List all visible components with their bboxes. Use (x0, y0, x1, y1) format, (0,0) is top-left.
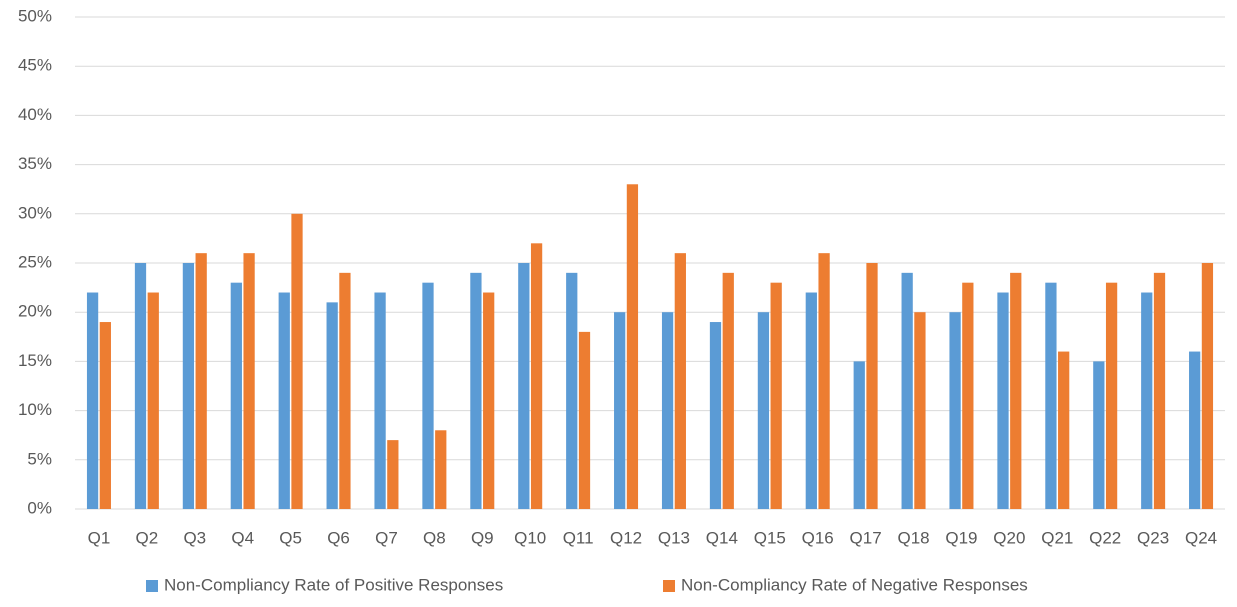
x-tick-label: Q11 (563, 528, 594, 547)
x-tick-label: Q7 (375, 528, 398, 547)
bar (866, 263, 878, 509)
y-tick-label: 15% (18, 351, 52, 370)
bar (805, 292, 817, 509)
bar (230, 282, 242, 509)
bar (243, 253, 255, 509)
x-tick-label: Q17 (850, 528, 882, 547)
x-tick-label: Q10 (514, 528, 546, 547)
bar (86, 292, 99, 509)
bar (278, 292, 290, 509)
bar (626, 184, 639, 509)
x-tick-label: Q6 (327, 528, 350, 547)
bar (818, 253, 830, 509)
x-tick-label: Q23 (1137, 528, 1169, 547)
x-tick-label: Q9 (471, 528, 494, 547)
x-tick-label: Q19 (945, 528, 977, 547)
legend-label: Non-Compliancy Rate of Positive Response… (164, 575, 503, 594)
bar (709, 322, 722, 509)
bar (770, 282, 782, 509)
x-tick-label: Q2 (136, 528, 159, 547)
x-tick-label: Q5 (279, 528, 302, 547)
bar (578, 331, 591, 509)
bar (614, 312, 626, 509)
bar (387, 440, 399, 509)
bar (949, 312, 961, 509)
bar (1201, 263, 1214, 509)
x-tick-label: Q1 (88, 528, 111, 547)
x-tick-label: Q14 (706, 528, 738, 547)
bar (1045, 282, 1057, 509)
legend-label: Non-Compliancy Rate of Negative Response… (681, 575, 1028, 594)
x-tick-label: Q20 (993, 528, 1025, 547)
bar (339, 272, 351, 509)
bar (195, 253, 207, 509)
bar (1141, 292, 1153, 509)
bar (470, 272, 482, 509)
bar (147, 292, 159, 509)
x-tick-label: Q16 (802, 528, 834, 547)
bar (435, 430, 447, 509)
x-tick-label: Q12 (610, 528, 642, 547)
bar (1105, 282, 1118, 509)
bar (722, 272, 734, 509)
y-tick-label: 40% (18, 105, 52, 124)
x-tick-label: Q3 (183, 528, 206, 547)
bar (1153, 272, 1166, 509)
y-tick-label: 20% (18, 302, 52, 321)
bar (661, 312, 674, 509)
bar (291, 213, 303, 510)
bar (530, 243, 543, 509)
bar (374, 292, 386, 509)
x-tick-label: Q15 (754, 528, 786, 547)
bar (483, 292, 495, 509)
bar (1189, 351, 1201, 509)
y-tick-label: 25% (18, 252, 52, 271)
bar (914, 312, 926, 509)
bar (997, 292, 1009, 509)
bar (134, 263, 147, 509)
x-tick-label: Q24 (1185, 528, 1217, 547)
legend-swatch (146, 580, 158, 592)
y-tick-label: 30% (18, 203, 52, 222)
y-tick-label: 35% (18, 154, 52, 173)
y-tick-label: 10% (18, 400, 52, 419)
x-tick-label: Q13 (658, 528, 690, 547)
bar (674, 253, 686, 509)
bar (422, 282, 434, 509)
bar (99, 322, 111, 509)
x-tick-label: Q22 (1089, 528, 1121, 547)
bar (1093, 361, 1105, 509)
x-tick-label: Q21 (1041, 528, 1073, 547)
x-tick-label: Q4 (231, 528, 254, 547)
bar (853, 361, 865, 509)
bar (182, 263, 195, 509)
bar (1058, 351, 1070, 509)
bar (326, 302, 338, 509)
y-tick-label: 5% (27, 449, 52, 468)
bar (757, 312, 770, 509)
bar (566, 272, 578, 509)
bar (1010, 272, 1022, 509)
y-tick-label: 45% (18, 56, 52, 75)
legend-swatch (663, 580, 675, 592)
x-tick-label: Q8 (423, 528, 446, 547)
y-tick-label: 50% (18, 6, 52, 25)
y-tick-label: 0% (27, 498, 52, 517)
bar (962, 282, 974, 509)
bar (518, 263, 530, 509)
x-tick-label: Q18 (897, 528, 929, 547)
bar (901, 272, 913, 509)
